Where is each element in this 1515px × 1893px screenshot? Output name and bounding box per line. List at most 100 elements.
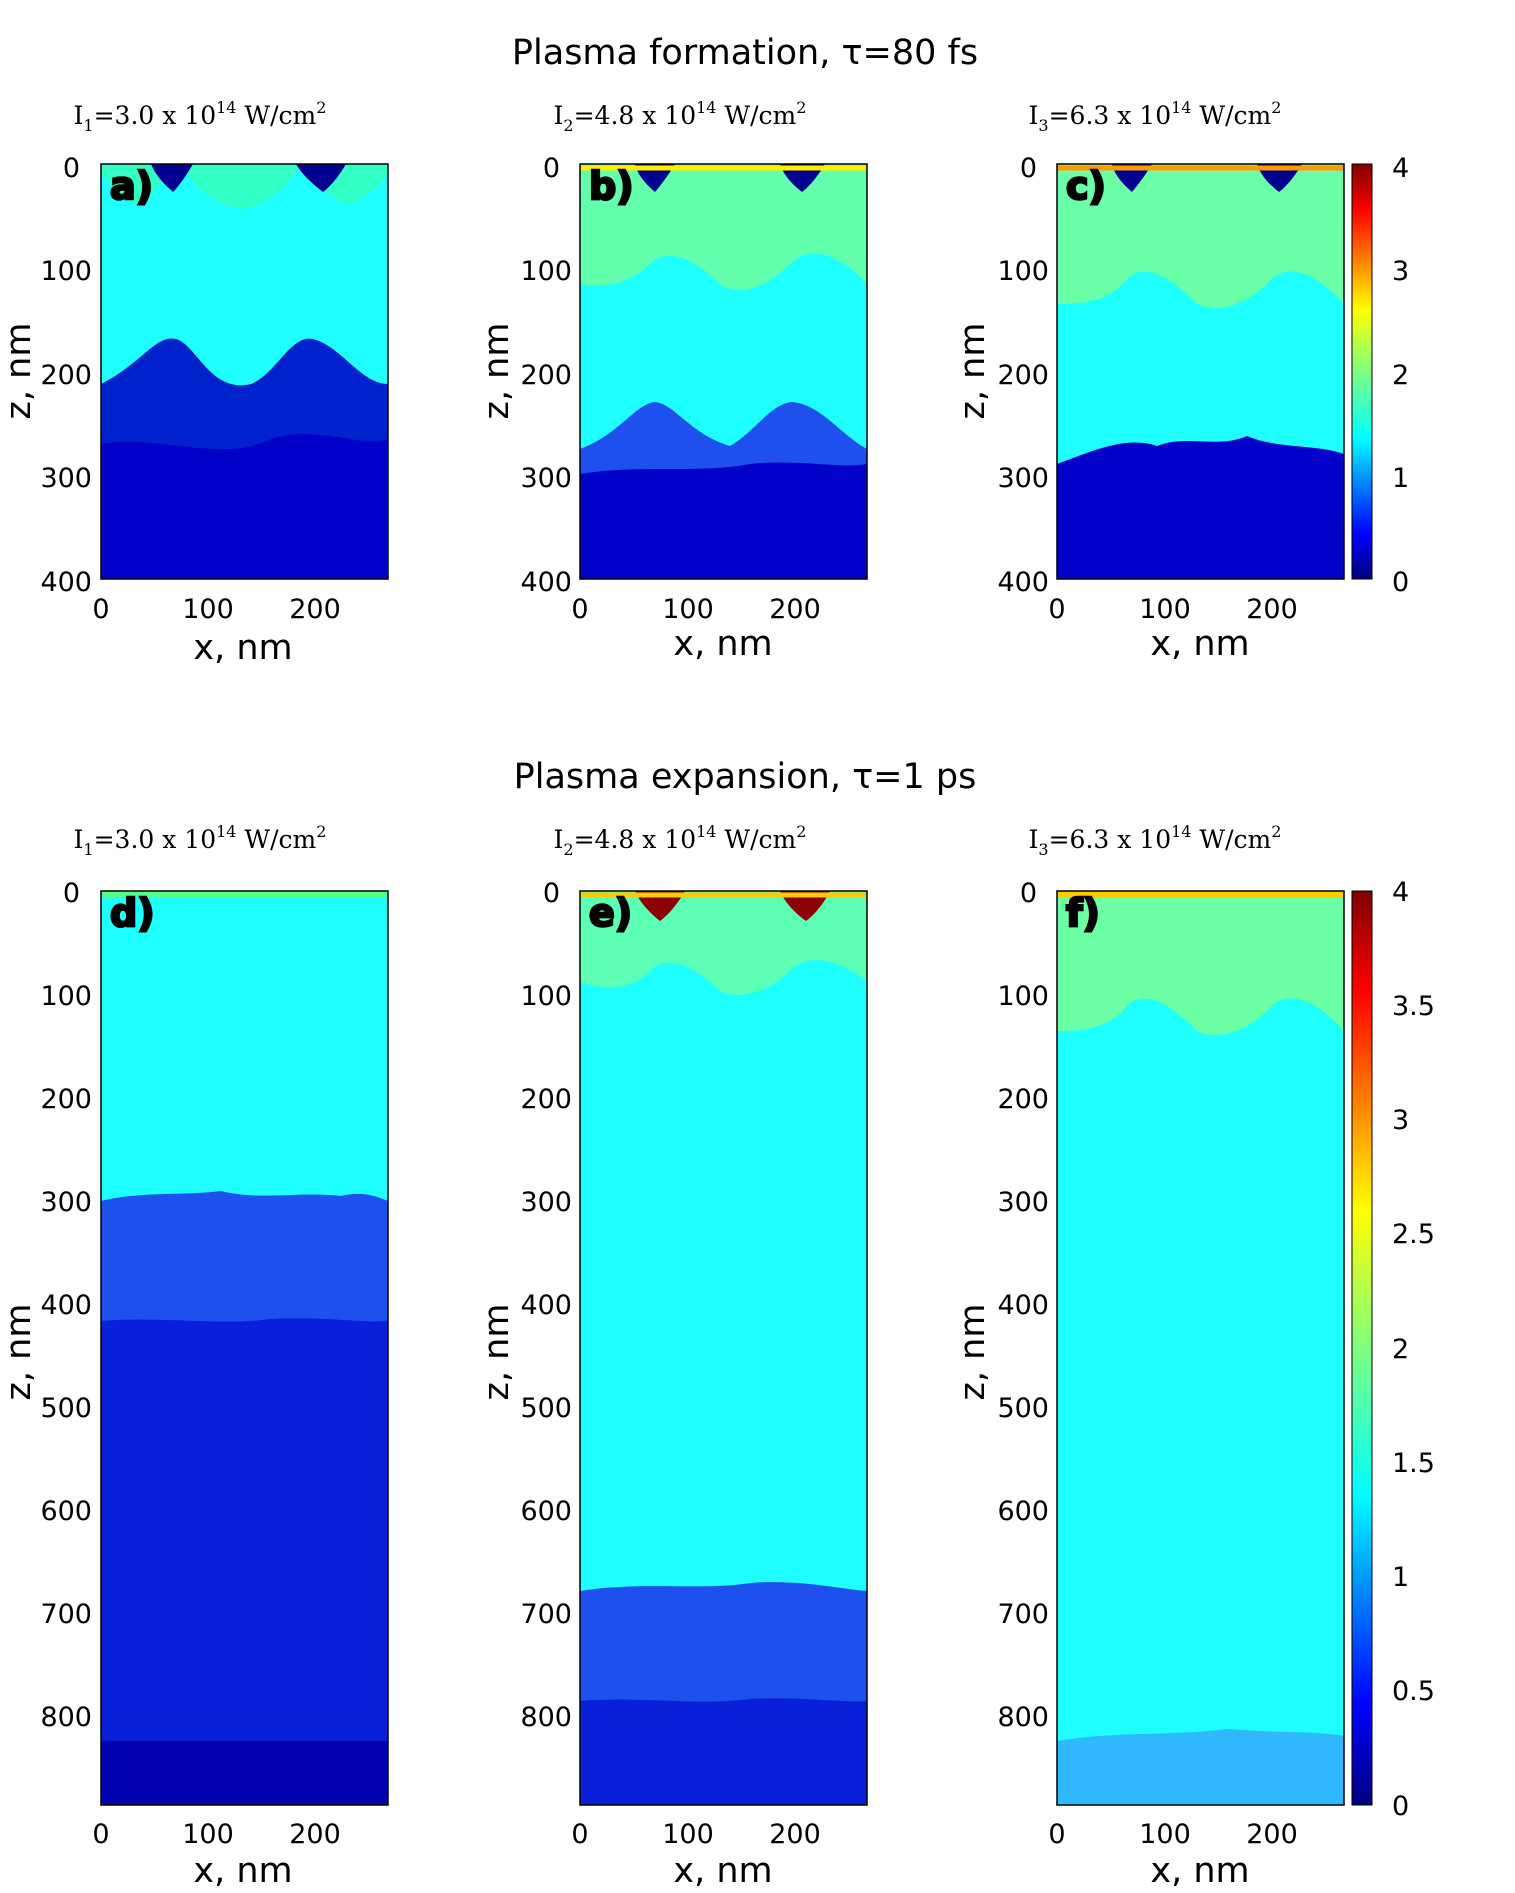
panel-d-intensity: I1=3.0 x 1014 W/cm2 xyxy=(74,822,327,859)
x-axis-label-e: x, nm xyxy=(673,1851,772,1891)
y-tick-c-0: 0 xyxy=(1020,153,1037,184)
y-tick-f-700: 700 xyxy=(997,1599,1049,1630)
panel-letter-e: e) xyxy=(588,890,634,937)
x-axis-label-d: x, nm xyxy=(193,1851,292,1891)
colorbar-bottom-tick-6: 3 xyxy=(1392,1105,1409,1136)
panel-c-intensity: I3=6.3 x 1014 W/cm2 xyxy=(1029,98,1282,135)
panel-letter-b: b) xyxy=(588,163,635,210)
y-tick-f-200: 200 xyxy=(997,1084,1049,1115)
y-tick-d-400: 400 xyxy=(40,1290,92,1321)
y-tick-e-600: 600 xyxy=(520,1496,572,1527)
y-axis-label-b: z, nm xyxy=(477,323,517,420)
x-tick-e-0: 0 xyxy=(571,1819,588,1850)
colorbar-bottom: 0 0.5 1 1.5 2 2.5 3 3.5 4 xyxy=(1351,877,1435,1822)
y-tick-b-0: 0 xyxy=(543,153,560,184)
row-title-expansion: Plasma expansion, τ=1 ps xyxy=(514,757,977,797)
heatmap-d xyxy=(101,891,388,1805)
panel-b-intensity: I2=4.8 x 1014 W/cm2 xyxy=(554,98,807,135)
y-tick-d-200: 200 xyxy=(40,1084,92,1115)
x-axis-label-c: x, nm xyxy=(1150,624,1249,664)
y-tick-d-100: 100 xyxy=(40,981,92,1012)
plot-frame-c xyxy=(1056,163,1345,580)
x-tick-a-200: 200 xyxy=(289,594,341,625)
panel-letter-d: d) xyxy=(109,890,156,937)
y-axis-label-c: z, nm xyxy=(953,323,993,420)
colorbar-bottom-gradient xyxy=(1351,890,1373,1806)
y-tick-d-500: 500 xyxy=(40,1393,92,1424)
x-tick-d-200: 200 xyxy=(289,1819,341,1850)
y-axis-label-f: z, nm xyxy=(953,1304,993,1401)
plot-frame-a xyxy=(100,163,389,580)
y-tick-b-100: 100 xyxy=(520,256,572,287)
x-tick-e-100: 100 xyxy=(662,1819,714,1850)
x-tick-d-100: 100 xyxy=(182,1819,234,1850)
x-tick-e-200: 200 xyxy=(769,1819,821,1850)
y-tick-d-300: 300 xyxy=(40,1187,92,1218)
y-tick-f-500: 500 xyxy=(997,1393,1049,1424)
panel-d: I1=3.0 x 1014 W/cm2 d) 0 100 200 300 400… xyxy=(0,822,389,1891)
y-tick-f-0: 0 xyxy=(1020,878,1037,909)
colorbar-bottom-tick-1: 0.5 xyxy=(1392,1676,1435,1707)
svg-text:f): f) xyxy=(1066,891,1100,935)
y-tick-f-100: 100 xyxy=(997,981,1049,1012)
panel-a: I1=3.0 x 1014 W/cm2 a) 0 100 200 300 400… xyxy=(0,98,389,668)
panel-letter-a: a) xyxy=(109,163,155,210)
heatmap-b xyxy=(580,164,867,579)
heatmap-f xyxy=(1057,891,1344,1805)
x-axis-label-b: x, nm xyxy=(673,624,772,664)
heatmap-c xyxy=(1057,164,1344,579)
y-tick-c-100: 100 xyxy=(997,256,1049,287)
y-tick-e-500: 500 xyxy=(520,1393,572,1424)
panel-a-intensity: I1=3.0 x 1014 W/cm2 xyxy=(74,98,327,135)
y-tick-d-800: 800 xyxy=(40,1702,92,1733)
y-tick-e-100: 100 xyxy=(520,981,572,1012)
colorbar-bottom-tick-0: 0 xyxy=(1392,1791,1409,1822)
y-tick-a-300: 300 xyxy=(40,463,92,494)
y-tick-b-300: 300 xyxy=(520,463,572,494)
heatmap-e xyxy=(580,891,867,1805)
plot-frame-e xyxy=(579,890,868,1806)
y-tick-d-0: 0 xyxy=(63,878,80,909)
x-tick-f-200: 200 xyxy=(1246,1819,1298,1850)
x-axis-label-a: x, nm xyxy=(193,628,292,668)
svg-text:c): c) xyxy=(1066,164,1106,208)
y-axis-label-e: z, nm xyxy=(477,1304,517,1401)
panel-e-intensity: I2=4.8 x 1014 W/cm2 xyxy=(554,822,807,859)
colorbar-top-tick-2: 2 xyxy=(1392,360,1409,391)
svg-text:e): e) xyxy=(589,891,632,935)
colorbar-top: 0 1 2 3 4 xyxy=(1351,153,1409,598)
y-tick-f-300: 300 xyxy=(997,1187,1049,1218)
y-tick-f-600: 600 xyxy=(997,1496,1049,1527)
colorbar-bottom-tick-4: 2 xyxy=(1392,1334,1409,1365)
x-tick-c-100: 100 xyxy=(1139,594,1191,625)
y-tick-a-400: 400 xyxy=(40,567,92,598)
heatmap-a xyxy=(101,164,388,579)
y-tick-d-600: 600 xyxy=(40,1496,92,1527)
colorbar-top-gradient xyxy=(1351,163,1373,580)
x-tick-b-0: 0 xyxy=(571,594,588,625)
colorbar-top-tick-0: 0 xyxy=(1392,567,1409,598)
colorbar-bottom-tick-5: 2.5 xyxy=(1392,1219,1435,1250)
x-tick-d-0: 0 xyxy=(92,1819,109,1850)
y-axis-label-d: z, nm xyxy=(0,1304,39,1401)
y-tick-d-700: 700 xyxy=(40,1599,92,1630)
x-tick-b-200: 200 xyxy=(769,594,821,625)
x-tick-f-100: 100 xyxy=(1139,1819,1191,1850)
plot-frame-d xyxy=(100,890,389,1806)
y-tick-e-400: 400 xyxy=(520,1290,572,1321)
colorbar-bottom-tick-7: 3.5 xyxy=(1392,991,1435,1022)
plot-frame-f xyxy=(1056,890,1345,1806)
x-tick-c-200: 200 xyxy=(1246,594,1298,625)
x-tick-a-0: 0 xyxy=(92,594,109,625)
y-tick-a-0: 0 xyxy=(63,153,80,184)
panel-b: I2=4.8 x 1014 W/cm2 b) 0 100 200 300 400… xyxy=(477,98,868,664)
colorbar-bottom-tick-2: 1 xyxy=(1392,1562,1409,1593)
x-tick-b-100: 100 xyxy=(662,594,714,625)
panel-letter-f: f) xyxy=(1065,890,1101,937)
x-tick-a-100: 100 xyxy=(182,594,234,625)
y-tick-c-200: 200 xyxy=(997,360,1049,391)
y-tick-c-300: 300 xyxy=(997,463,1049,494)
svg-text:b): b) xyxy=(589,164,634,208)
y-tick-e-800: 800 xyxy=(520,1702,572,1733)
